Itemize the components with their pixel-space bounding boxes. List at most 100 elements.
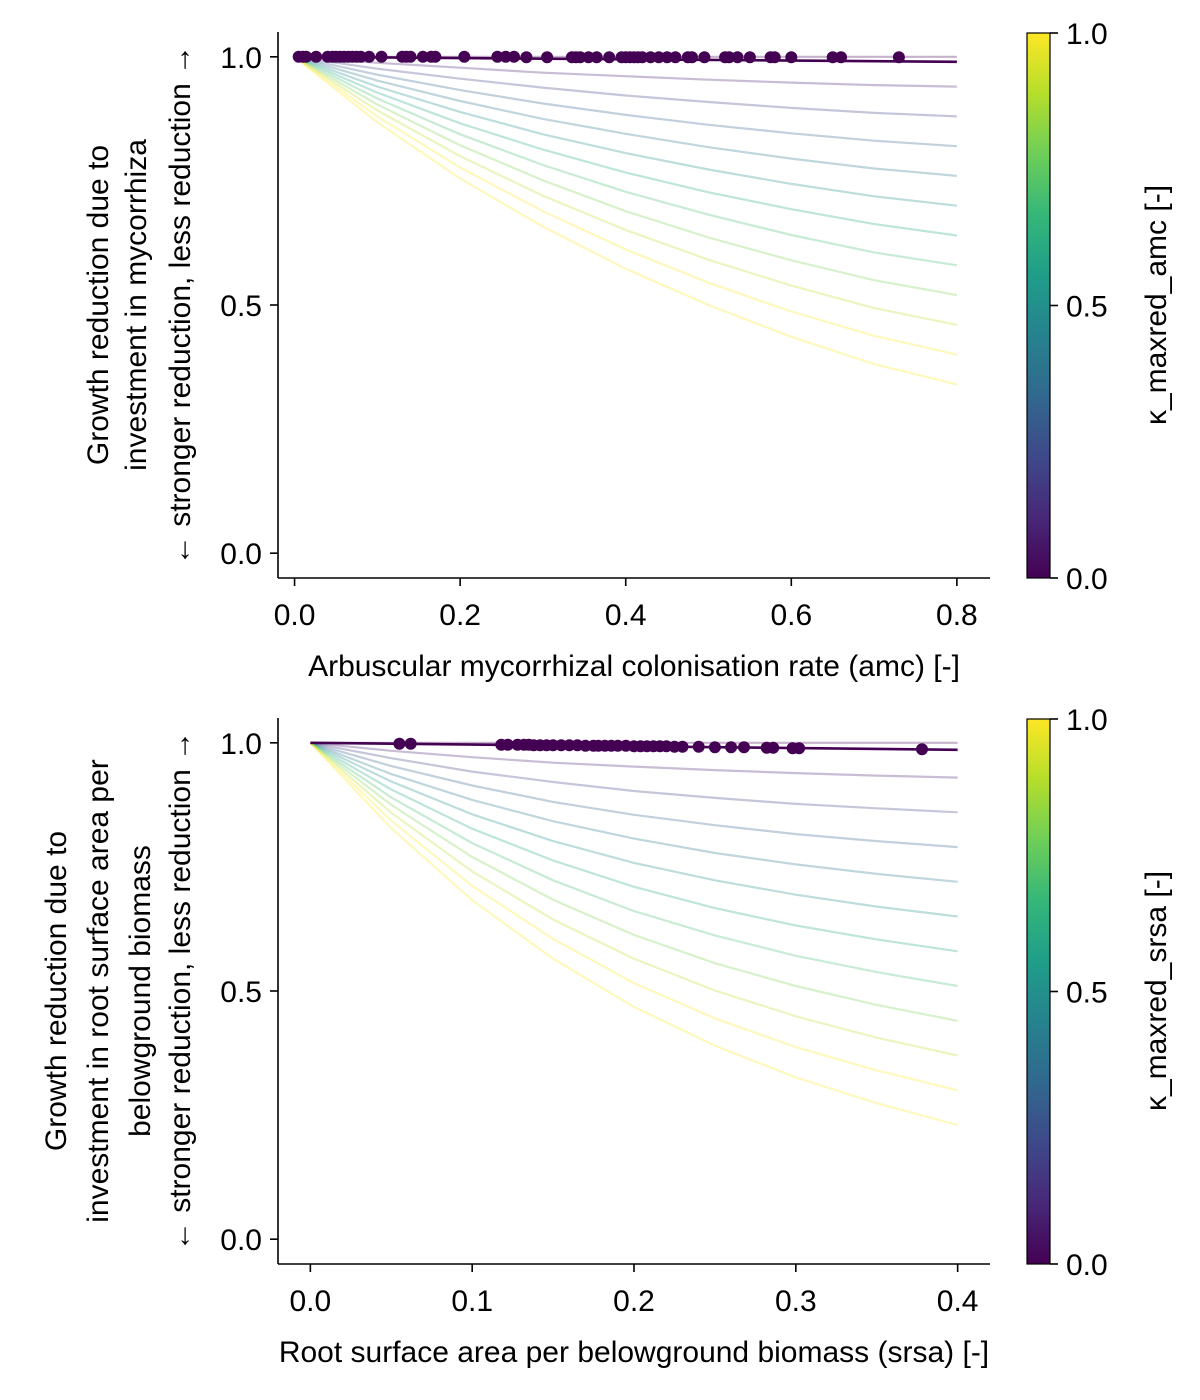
srsa-kappa-line-0.1: [310, 741, 958, 779]
srsa-y-tick-label: 0.0: [220, 1224, 262, 1257]
srsa-data-point: [725, 741, 738, 754]
amc-ylabel-line-1: Growth reduction due to: [82, 145, 115, 465]
srsa-y-ticks: 0.0 0.5 1.0: [220, 728, 278, 1257]
srsa-data-point: [708, 741, 721, 754]
amc-data-point: [354, 50, 367, 63]
amc-data-point: [429, 50, 442, 63]
amc-data-point: [582, 51, 595, 64]
amc-y-tick-label: 1.0: [220, 42, 262, 75]
amc-x-ticks: 0.0 0.2 0.4 0.6 0.8: [274, 578, 978, 632]
amc-data-point: [603, 51, 616, 64]
amc-y-axis-title: Growth reduction due to investment in my…: [82, 45, 197, 565]
srsa-x-tick-label: 0.1: [451, 1285, 493, 1318]
srsa-kappa-line-0.4: [310, 741, 958, 883]
amc-data-point: [404, 50, 417, 63]
srsa-x-tick-label: 0.3: [775, 1285, 817, 1318]
amc-y-tick-label: 0.0: [220, 538, 262, 571]
srsa-y-axis-title: Growth reduction due to investment in ro…: [40, 731, 197, 1251]
srsa-ylabel-line-1: Growth reduction due to: [40, 831, 73, 1151]
amc-data-point: [590, 51, 603, 64]
amc-colorbar-ticks: 0.0 0.5 1.0: [1050, 18, 1108, 596]
amc-data-point: [644, 51, 657, 64]
srsa-kappa-line-0.3: [310, 741, 958, 849]
srsa-x-tick-label: 0.0: [290, 1285, 332, 1318]
amc-x-axis-title: Arbuscular mycorrhizal colonisation rate…: [308, 650, 960, 683]
srsa-data-point: [404, 737, 417, 750]
amc-data-point: [652, 51, 665, 64]
amc-colorbar-tick-label: 0.0: [1066, 563, 1108, 596]
srsa-colorbar-tick-label: 1.0: [1066, 704, 1108, 737]
srsa-colorbar-label: κ_maxred_srsa [-]: [1140, 871, 1173, 1111]
srsa-ylabel-line-4: ← stronger reduction, less reduction →: [164, 731, 197, 1251]
srsa-data-point: [393, 737, 406, 750]
srsa-colorbar-gradient: [1026, 718, 1051, 1265]
amc-kappa-line-0.2: [294, 55, 957, 118]
amc-x-tick-label: 0.8: [936, 599, 978, 632]
srsa-kappa-line-0.9: [309, 741, 958, 1057]
amc-data-points: [292, 50, 905, 64]
amc-data-point: [835, 51, 847, 64]
srsa-kappa-line-0.5: [309, 741, 958, 918]
amc-panel: Growth reduction due to investment in my…: [82, 18, 1173, 683]
srsa-colorbar-tick-label: 0.5: [1066, 977, 1108, 1010]
amc-data-point: [499, 50, 512, 63]
srsa-data-point: [676, 740, 689, 753]
amc-ylabel-line-3: ← stronger reduction, less reduction →: [164, 45, 197, 565]
srsa-data-point: [916, 743, 928, 756]
amc-data-point: [541, 51, 554, 64]
amc-data-point: [375, 50, 388, 63]
amc-colorbar-label: κ_maxred_amc [-]: [1140, 185, 1173, 425]
amc-data-point: [520, 51, 533, 64]
srsa-y-tick-label: 0.5: [220, 976, 262, 1009]
amc-data-point: [458, 50, 471, 63]
amc-x-tick-label: 0.2: [439, 599, 481, 632]
amc-data-point: [785, 51, 798, 64]
amc-kappa-line-0.3: [294, 55, 957, 148]
amc-data-point: [661, 51, 674, 64]
amc-data-point: [698, 51, 711, 64]
amc-y-ticks: 0.0 0.5 1.0: [220, 42, 278, 571]
srsa-data-point: [793, 742, 806, 755]
amc-colorbar-gradient: [1026, 32, 1051, 579]
amc-data-point: [669, 51, 682, 64]
srsa-data-point: [738, 741, 750, 754]
srsa-kappa-line-0.8: [309, 741, 958, 1022]
amc-data-point: [723, 51, 736, 64]
amc-kappa-line-0.5: [294, 55, 958, 207]
amc-data-point: [731, 51, 744, 64]
srsa-data-point: [692, 740, 705, 753]
amc-data-point: [768, 51, 781, 64]
amc-kappa-line-1.1: [293, 55, 958, 386]
amc-kappa-line-0.8: [294, 55, 958, 297]
srsa-colorbar: 0.0 0.5 1.0 κ_maxred_srsa [-]: [1026, 704, 1173, 1282]
amc-x-tick-label: 0.0: [274, 599, 316, 632]
amc-kappa-line-0.7: [294, 55, 958, 267]
amc-x-tick-label: 0.6: [770, 599, 812, 632]
amc-data-point: [491, 50, 504, 63]
amc-data-point: [363, 50, 376, 63]
amc-kappa-line-0.9: [294, 55, 958, 326]
srsa-data-point: [501, 738, 514, 751]
srsa-colorbar-ticks: 0.0 0.5 1.0: [1050, 704, 1108, 1282]
amc-kappa-line-0.1: [294, 55, 957, 88]
amc-data-point: [892, 51, 905, 64]
amc-data-point: [508, 50, 520, 63]
srsa-ylabel-line-3: belowground biomass: [124, 845, 157, 1137]
srsa-kappa-line-1.1: [309, 742, 958, 1127]
amc-data-point: [416, 50, 429, 63]
amc-kappa-line-0.4: [294, 55, 957, 177]
amc-data-point: [636, 51, 649, 64]
amc-colorbar: 0.0 0.5 1.0 κ_maxred_amc [-]: [1026, 18, 1173, 596]
amc-data-point: [686, 51, 698, 64]
srsa-x-tick-label: 0.2: [613, 1285, 655, 1318]
srsa-panel: Growth reduction due to investment in ro…: [40, 704, 1173, 1369]
amc-ylabel-line-2: investment in mycorrhiza: [120, 139, 153, 471]
amc-data-point: [574, 51, 587, 64]
srsa-x-ticks: 0.0 0.1 0.2 0.3 0.4: [290, 1264, 978, 1318]
srsa-kappa-line-0.7: [309, 741, 958, 988]
amc-plot-area: [292, 50, 958, 386]
amc-data-point: [300, 50, 313, 63]
srsa-kappa-line-0.6: [309, 741, 958, 953]
amc-colorbar-tick-label: 0.5: [1066, 291, 1108, 324]
